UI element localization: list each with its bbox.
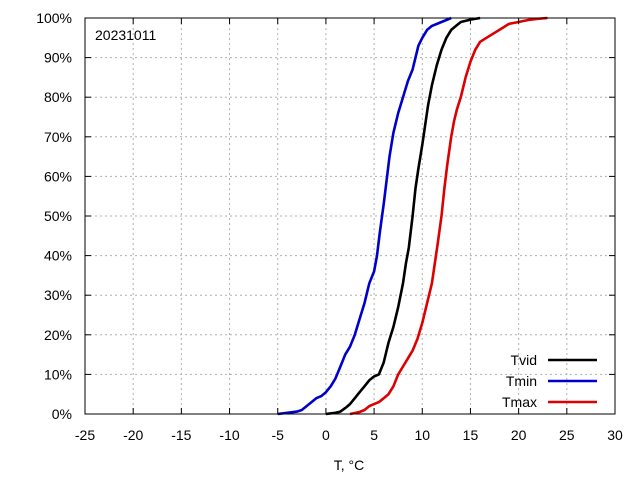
y-tick-label: 20% [44, 327, 72, 343]
x-tick-label: -20 [123, 427, 143, 443]
x-tick-label: 5 [370, 427, 378, 443]
y-tick-label: 30% [44, 287, 72, 303]
x-tick-label: 30 [607, 427, 623, 443]
legend-label-tmin: Tmin [506, 373, 537, 389]
series-line-tmax [349, 16, 548, 416]
y-tick-label: 60% [44, 168, 72, 184]
legend-label-tmax: Tmax [502, 394, 537, 410]
y-tick-label: 90% [44, 50, 72, 66]
series-line-tvid [325, 16, 481, 416]
y-tick-label: 70% [44, 129, 72, 145]
x-tick-label: 0 [322, 427, 330, 443]
legend-label-tvid: Tvid [511, 352, 537, 368]
series-line-tmin [277, 16, 452, 416]
x-tick-label: 10 [414, 427, 430, 443]
y-tick-labels: 0% 10% 20% 30% 40% 50% 60% 70% 80% 90% 100% [36, 10, 72, 422]
x-tick-label: 15 [463, 427, 479, 443]
x-tick-label: -15 [171, 427, 191, 443]
tick-marks [84, 17, 616, 415]
y-tick-label: 100% [36, 10, 72, 26]
x-tick-label: -10 [219, 427, 239, 443]
series-layer [277, 16, 548, 416]
annotation-date: 20231011 [95, 27, 156, 43]
x-tick-label: -25 [75, 427, 95, 443]
x-tick-label: 25 [559, 427, 575, 443]
x-axis-label: T, °C [334, 457, 365, 473]
y-tick-label: 80% [44, 89, 72, 105]
y-tick-label: 0% [52, 406, 72, 422]
legend: Tvid Tmin Tmax [502, 352, 597, 410]
y-tick-label: 40% [44, 248, 72, 264]
y-tick-label: 10% [44, 366, 72, 382]
grid-lines [85, 18, 615, 414]
x-tick-label: -5 [272, 427, 285, 443]
x-tick-labels: -25 -20 -15 -10 -5 0 5 10 15 20 25 30 [75, 427, 623, 443]
x-tick-label: 20 [511, 427, 527, 443]
y-tick-label: 50% [44, 208, 72, 224]
